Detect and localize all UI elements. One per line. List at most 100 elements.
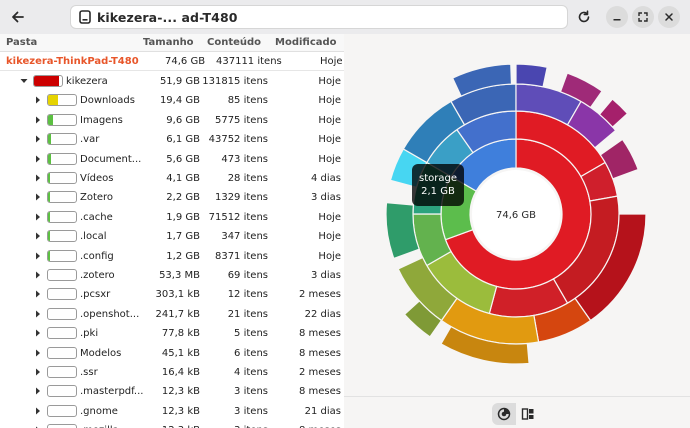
treemap-view-button[interactable] — [516, 403, 540, 425]
column-size[interactable]: Tamanho — [143, 37, 194, 48]
folder-row[interactable]: .config 1,2 GB 8371 itens Hoje — [0, 247, 344, 266]
chevron-right-icon[interactable] — [34, 155, 42, 163]
chevron-right-icon[interactable] — [34, 116, 42, 124]
folder-modified: 8 meses — [298, 328, 341, 340]
folder-content: 4 itens — [234, 367, 268, 378]
chevron-right-icon[interactable] — [34, 310, 42, 318]
folder-content: 3 itens — [234, 405, 268, 417]
folder-row[interactable]: Vídeos 4,1 GB 28 itens 4 dias — [0, 169, 344, 188]
folder-row[interactable]: Zotero 2,2 GB 1329 itens 3 dias — [0, 188, 344, 207]
chevron-right-icon[interactable] — [34, 349, 42, 357]
view-toggle-group — [492, 403, 540, 425]
folder-row[interactable]: .openshot... 241,7 kB 21 itens 22 dias — [0, 305, 344, 324]
maximize-button[interactable] — [632, 6, 654, 28]
folder-row[interactable]: .gnome 12,3 kB 3 itens 21 dias — [0, 402, 344, 421]
folder-row[interactable]: Modelos 45,1 kB 6 itens 8 meses — [0, 344, 344, 363]
folder-size: 12,3 kB — [161, 386, 200, 398]
location-bar[interactable]: kikezera-... ad-T480 — [70, 5, 568, 29]
folder-row[interactable]: Document... 5,6 GB 473 itens Hoje — [0, 150, 344, 169]
folder-size: 1,9 GB — [166, 211, 200, 223]
folder-row[interactable]: .cache 1,9 GB 71512 itens Hoje — [0, 208, 344, 227]
folder-modified: Hoje — [318, 250, 341, 262]
folder-modified: 2 meses — [298, 367, 341, 378]
folder-modified: 8 meses — [299, 425, 341, 428]
chevron-right-icon[interactable] — [34, 252, 42, 260]
folder-content: 8371 itens — [214, 250, 268, 262]
chevron-down-icon[interactable] — [20, 77, 28, 85]
ring-segment[interactable] — [451, 63, 513, 97]
root-name: kikezera-ThinkPad-T480 — [6, 56, 139, 67]
chevron-right-icon[interactable] — [34, 174, 42, 182]
ring-segment[interactable] — [440, 325, 530, 365]
minimize-button[interactable] — [606, 6, 628, 28]
folder-size: 1,2 GB — [166, 250, 200, 262]
folder-modified: Hoje — [318, 95, 341, 107]
ring-segment[interactable] — [559, 72, 603, 109]
chevron-right-icon[interactable] — [34, 387, 42, 395]
size-bar — [47, 191, 77, 204]
ring-segment[interactable] — [515, 63, 548, 88]
ring-segment[interactable] — [598, 98, 629, 128]
ring-segment[interactable] — [566, 100, 617, 149]
folder-row[interactable]: .var 6,1 GB 43752 itens Hoje — [0, 130, 344, 149]
folder-name: .ssr — [80, 367, 98, 378]
refresh-button[interactable] — [572, 5, 596, 29]
folder-size: 53,3 MB — [159, 270, 200, 281]
root-size: 74,6 GB — [165, 56, 206, 67]
folder-content: 5 itens — [234, 328, 268, 340]
folder-size: 5,6 GB — [166, 153, 200, 165]
folder-size: 16,4 kB — [161, 367, 200, 378]
chevron-right-icon[interactable] — [34, 407, 42, 415]
chevron-right-icon[interactable] — [34, 329, 42, 337]
size-bar — [47, 327, 77, 340]
folder-row[interactable]: .local 1,7 GB 347 itens Hoje — [0, 227, 344, 246]
folder-row[interactable]: .zotero 53,3 MB 69 itens 3 dias — [0, 266, 344, 285]
chevron-right-icon[interactable] — [34, 290, 42, 298]
tooltip-size: 2,1 GB — [421, 186, 455, 197]
size-bar — [47, 366, 77, 378]
folder-name: Document... — [80, 153, 142, 165]
folder-row[interactable]: .pki 77,8 kB 5 itens 8 meses — [0, 324, 344, 343]
chart-center[interactable] — [472, 170, 560, 258]
folder-row[interactable]: .pcsxr 303,1 kB 12 itens 2 meses — [0, 285, 344, 304]
folder-row[interactable]: .mozilla 12,3 kB 3 itens 8 meses — [0, 421, 344, 428]
root-row[interactable]: kikezera-ThinkPad-T480 74,6 GB 437111 it… — [0, 52, 344, 72]
back-button[interactable] — [6, 5, 30, 29]
column-name[interactable]: Pasta — [6, 37, 38, 48]
folder-row[interactable]: Imagens 9,6 GB 5775 itens Hoje — [0, 111, 344, 130]
folder-row[interactable]: kikezera 51,9 GB 131815 itens Hoje — [0, 72, 344, 91]
column-modified[interactable]: Modificado — [275, 37, 337, 48]
folder-size: 1,7 GB — [166, 231, 200, 243]
chevron-right-icon[interactable] — [34, 96, 42, 104]
ring-segment[interactable] — [403, 300, 443, 338]
folder-modified: Hoje — [318, 76, 341, 87]
folder-modified: Hoje — [318, 211, 341, 223]
folder-row[interactable]: .ssr 16,4 kB 4 itens 2 meses — [0, 363, 344, 382]
chevron-right-icon[interactable] — [34, 135, 42, 143]
column-content[interactable]: Conteúdo — [207, 37, 262, 48]
chart-tooltip: storage 2,1 GB — [412, 164, 464, 206]
folder-modified: 3 dias — [310, 270, 341, 281]
maximize-icon — [638, 12, 648, 22]
size-bar — [47, 424, 77, 428]
folder-modified: 4 dias — [310, 173, 341, 184]
chevron-right-icon[interactable] — [34, 368, 42, 376]
chevron-right-icon[interactable] — [34, 213, 42, 221]
chevron-right-icon[interactable] — [34, 271, 42, 279]
chevron-right-icon[interactable] — [34, 193, 42, 201]
folder-row[interactable]: .masterpdf... 12,3 kB 3 itens 8 meses — [0, 382, 344, 401]
chevron-right-icon[interactable] — [34, 232, 42, 240]
folder-row[interactable]: Downloads 19,4 GB 85 itens Hoje — [0, 91, 344, 110]
folder-modified: 2 meses — [298, 289, 341, 301]
close-button[interactable] — [658, 6, 680, 28]
folder-name: Zotero — [80, 192, 114, 204]
folder-content: 71512 itens — [208, 211, 268, 223]
ring-segment[interactable] — [385, 202, 420, 260]
ring-segment[interactable] — [599, 138, 639, 180]
rings-view-button[interactable] — [492, 403, 516, 425]
size-bar — [47, 288, 77, 301]
folder-size: 241,7 kB — [155, 308, 200, 320]
folder-size: 77,8 kB — [161, 328, 200, 340]
folder-content: 347 itens — [221, 231, 268, 243]
sunburst-chart[interactable]: 74,6 GB — [344, 34, 690, 396]
